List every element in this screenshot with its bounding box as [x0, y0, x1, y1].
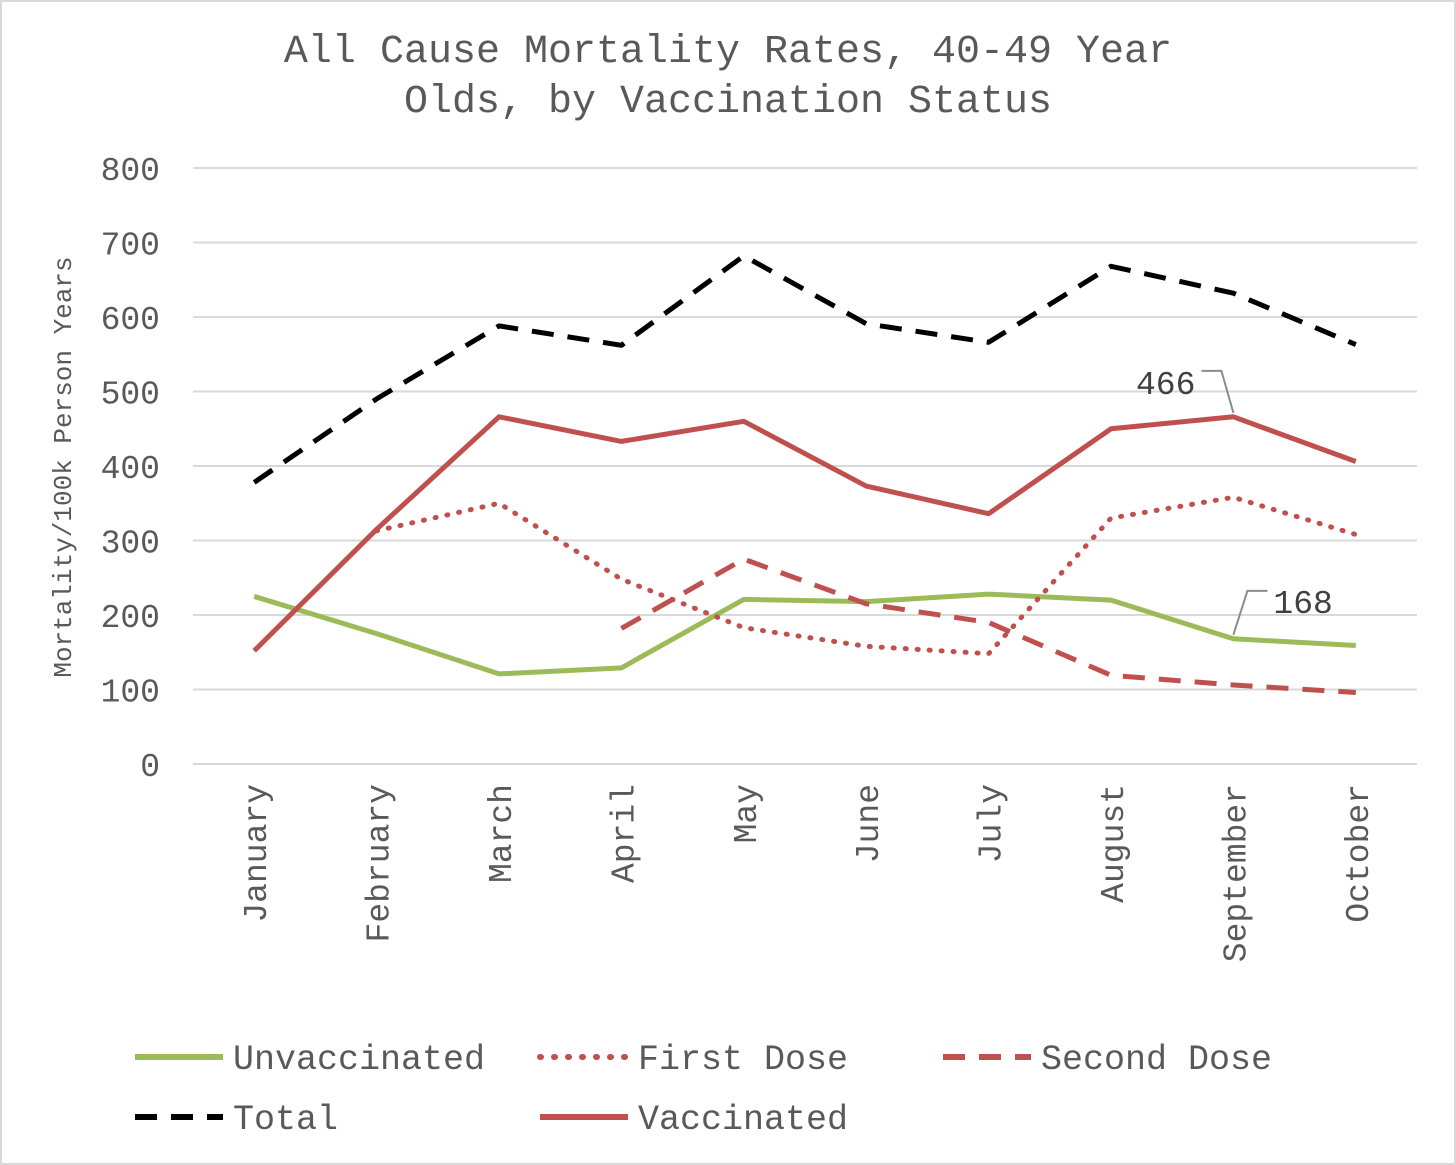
y-axis-label: Mortality/100k Person Years — [49, 256, 79, 677]
chart-title-line-2: Olds, by Vaccination Status — [404, 80, 1052, 125]
chart-title-line-1: All Cause Mortality Rates, 40-49 Year — [284, 30, 1172, 75]
y-tick-300: 300 — [101, 526, 160, 563]
legend-item-second-dose: Second Dose — [943, 1040, 1272, 1080]
x-tick-may: May — [729, 784, 766, 843]
data-label-168: 168 — [1273, 586, 1332, 623]
x-tick-june: June — [851, 784, 888, 863]
x-tick-march: March — [484, 784, 521, 883]
x-tick-february: February — [362, 784, 399, 942]
data-callouts: 466 168 — [1136, 367, 1333, 636]
y-tick-labels: 0 100 200 300 400 500 600 700 800 — [101, 153, 160, 786]
series-line-unvaccinated — [253, 591, 1356, 677]
series-line-vaccinated — [252, 414, 1357, 653]
legend-item-vaccinated: Vaccinated — [540, 1100, 848, 1140]
legend-label-second-dose: Second Dose — [1041, 1040, 1272, 1080]
series-line-first-dose — [374, 494, 1359, 657]
y-tick-400: 400 — [101, 451, 160, 488]
y-tick-500: 500 — [101, 377, 160, 414]
legend-item-first-dose: First Dose — [537, 1040, 848, 1080]
x-tick-april: April — [606, 784, 643, 883]
x-tick-september: September — [1218, 784, 1255, 962]
gridlines — [193, 167, 1417, 765]
series-line-second-dose — [620, 556, 1356, 695]
legend-item-unvaccinated: Unvaccinated — [135, 1040, 485, 1080]
data-label-466: 466 — [1136, 367, 1195, 404]
legend: Unvaccinated First Dose Second Dose Total Va… — [135, 1040, 1272, 1140]
y-tick-600: 600 — [101, 302, 160, 339]
legend-label-first-dose: First Dose — [638, 1040, 848, 1080]
legend-item-total: Total — [135, 1100, 338, 1140]
chart-title: All Cause Mortality Rates, 40-49 Year Ol… — [284, 30, 1172, 125]
legend-label-vaccinated: Vaccinated — [638, 1100, 848, 1140]
legend-label-total: Total — [233, 1100, 338, 1140]
y-tick-100: 100 — [101, 675, 160, 712]
legend-label-unvaccinated: Unvaccinated — [233, 1040, 485, 1080]
callout-leader-466 — [1201, 369, 1235, 414]
x-tick-labels: January February March April May June July Augu… — [239, 784, 1378, 962]
series-line-total — [252, 253, 1357, 485]
x-tick-july: July — [974, 784, 1011, 863]
x-tick-january: January — [239, 784, 276, 923]
y-tick-0: 0 — [140, 749, 160, 786]
y-tick-800: 800 — [101, 153, 160, 190]
series-lines — [252, 253, 1359, 695]
y-tick-200: 200 — [101, 600, 160, 637]
x-tick-october: October — [1341, 784, 1378, 923]
callout-leader-168 — [1232, 589, 1268, 636]
x-tick-august: August — [1096, 784, 1133, 903]
y-tick-700: 700 — [101, 228, 160, 265]
